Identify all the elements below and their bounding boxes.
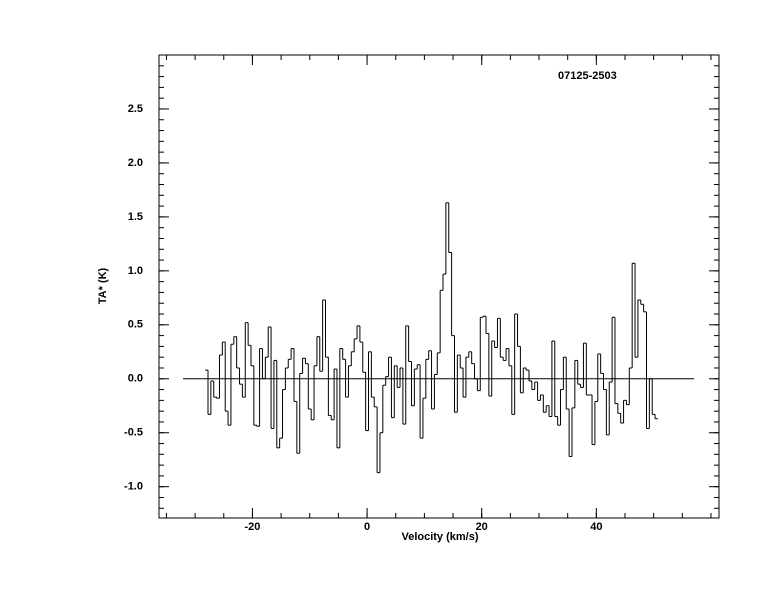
y-tick-label: 2.5 xyxy=(128,103,143,115)
y-tick-label: 0.0 xyxy=(128,373,143,385)
y-tick-label: 2.0 xyxy=(128,157,143,169)
y-tick-label: 1.5 xyxy=(128,211,143,223)
annotation: 07125-2503 xyxy=(558,70,617,82)
y-tick-label: 1.0 xyxy=(128,265,143,277)
x-tick-label: 0 xyxy=(364,521,370,533)
x-tick-label: -20 xyxy=(244,521,260,533)
y-tick-label: 0.5 xyxy=(128,319,143,331)
x-tick-label: 20 xyxy=(476,521,488,533)
y-tick-label: -1.0 xyxy=(124,481,143,493)
y-axis-label: TA* (K) xyxy=(97,267,109,304)
x-tick-label: 40 xyxy=(590,521,602,533)
plot-frame xyxy=(158,54,720,519)
y-tick-label: -0.5 xyxy=(124,427,143,439)
x-axis-label: Velocity (km/s) xyxy=(401,531,478,543)
